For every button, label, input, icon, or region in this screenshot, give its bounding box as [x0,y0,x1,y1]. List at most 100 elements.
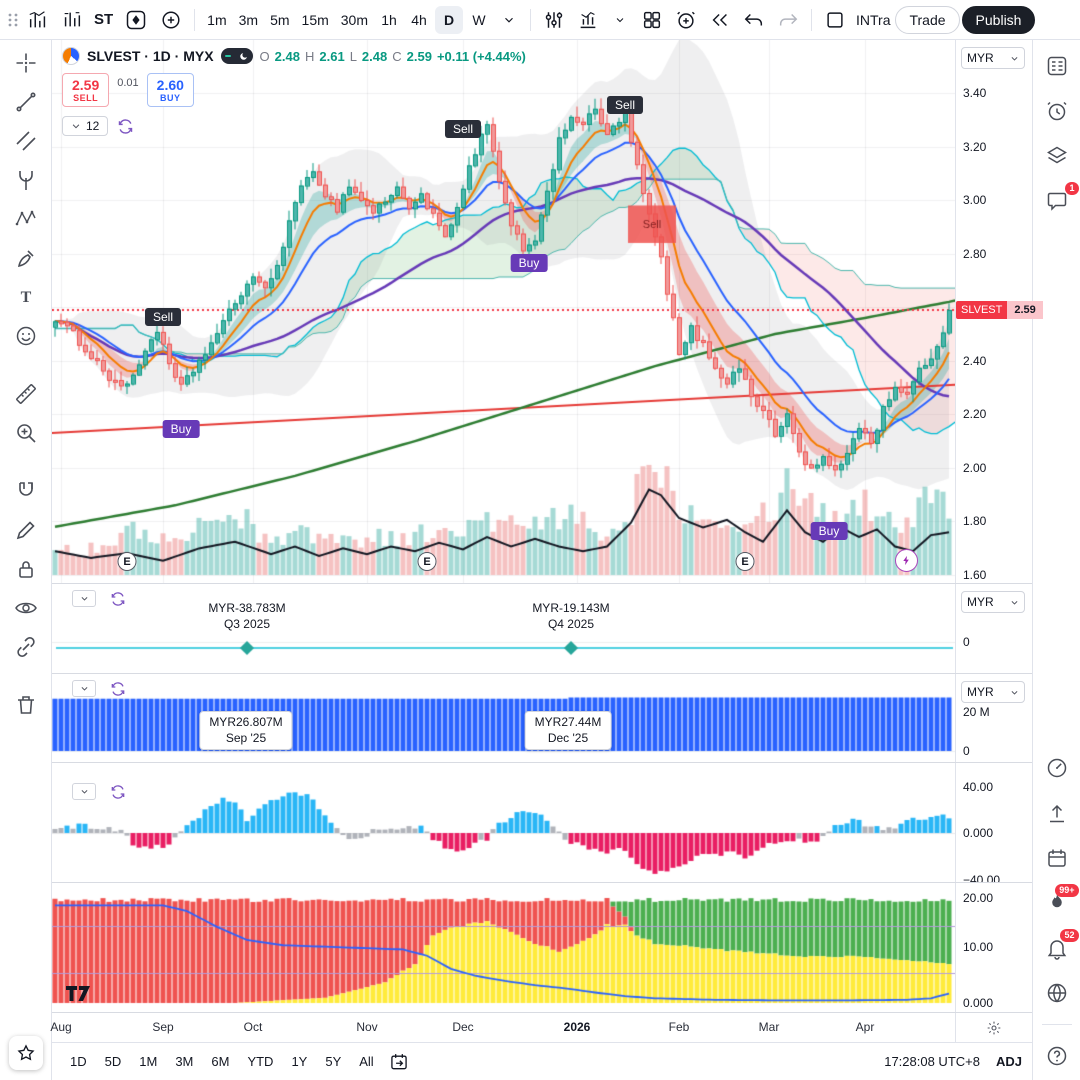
price-tick: 3.40 [963,86,987,100]
currency-select-b[interactable]: MYR [961,681,1025,703]
interval-4h[interactable]: 4h [411,11,427,28]
emoji-tool[interactable] [11,322,41,350]
oscillator-plot[interactable] [52,763,955,882]
refresh-icon[interactable] [117,118,134,135]
clock-timezone[interactable]: 17:28:08 UTC+8 [884,1054,980,1069]
time-axis[interactable]: Aug Sep Oct Nov Dec 2026 Feb Mar Apr [50,1012,1032,1042]
indicators-caret[interactable] [606,6,634,34]
last-price-tag: SLVEST 2.59 [956,300,1043,319]
sell-quote-button[interactable]: 2.59 SELL [62,73,110,108]
range-3M[interactable]: 3M [175,1054,194,1069]
range-1D[interactable]: 1D [70,1054,87,1069]
trendline-tool[interactable] [11,88,41,116]
favorites-star-button[interactable] [9,1036,43,1070]
range-5Y[interactable]: 5Y [325,1054,342,1069]
watchlist-flag-icon[interactable] [119,6,153,34]
measure-tool[interactable] [11,380,41,408]
sync-link-tool[interactable] [11,633,41,661]
notifications-bell-icon[interactable]: 52 [1042,929,1079,962]
theme-toggle[interactable] [220,48,253,64]
mini-chart-icon-1[interactable] [22,6,54,34]
panel-a-refresh-icon[interactable] [110,591,126,607]
community-globe-icon[interactable] [1042,979,1072,1007]
currency-select-main[interactable]: MYR [961,47,1025,69]
interval-1m[interactable]: 1m [207,11,227,28]
range-YTD[interactable]: YTD [247,1054,274,1069]
legend-title[interactable]: SLVEST · 1D · MYX [87,48,214,64]
main-plot[interactable]: Sell Buy Sell Buy Sell Buy E E E SLVEST · 1D · M… [52,40,955,583]
compare-add-icon[interactable] [155,6,187,34]
range-6M[interactable]: 6M [211,1054,230,1069]
publish-idea-icon[interactable] [1042,799,1072,827]
panel-square-icon[interactable] [819,6,851,34]
parallel-channel-tool[interactable] [11,127,41,155]
range-5D[interactable]: 5D [104,1054,122,1069]
edit-tool[interactable] [11,516,41,544]
revenue-plot[interactable]: MYR26.807M Sep '25 MYR27.44M Dec '25 [52,674,955,762]
panel-b-collapse-caret[interactable] [72,680,96,697]
interval-30m[interactable]: 30m [340,11,368,28]
pattern-tool[interactable] [11,205,41,233]
bolt-circle-icon[interactable] [895,549,918,572]
interval-15m[interactable]: 15m [301,11,329,28]
panel-a-collapse-caret[interactable] [72,590,96,607]
ma-length-dropdown[interactable]: 12 [62,116,109,137]
chat-icon[interactable]: 1 [1042,182,1079,215]
streams-fire-icon[interactable]: 99+ [1042,884,1079,917]
indicators-icon[interactable] [572,6,604,34]
crosshair-tool[interactable] [11,49,41,77]
text-tool[interactable]: T [11,283,41,311]
interval-W[interactable]: W [472,11,486,28]
help-icon[interactable] [1042,1042,1072,1070]
hide-drawings-eye-tool[interactable] [11,594,41,622]
magnet-tool[interactable] [11,477,41,505]
panel-b-scale[interactable]: MYR 20 M 0 [955,674,1032,762]
interval-3m[interactable]: 3m [238,11,259,28]
tradingview-logo[interactable] [66,985,100,1002]
panel-b-refresh-icon[interactable] [110,681,126,697]
drag-handle-icon[interactable] [6,11,20,29]
interval-dropdown-caret[interactable] [495,6,523,34]
gauge-icon[interactable] [1042,754,1072,782]
go-to-date-icon[interactable] [384,1048,414,1076]
remove-drawings-trash-tool[interactable] [11,691,41,719]
range-1Y[interactable]: 1Y [291,1054,308,1069]
panel-c-refresh-icon[interactable] [110,784,126,800]
calendar-icon[interactable] [1042,844,1072,872]
redo-icon[interactable] [772,6,804,34]
interval-1h[interactable]: 1h [381,11,397,28]
buy-quote-button[interactable]: 2.60 BUY [146,73,194,108]
price-chart-canvas[interactable] [52,40,955,583]
watchlist-icon[interactable] [1042,52,1072,80]
financials-plot[interactable]: MYR-38.783M Q3 2025 MYR-19.143M Q4 2025 [52,584,955,673]
panel-d-scale[interactable]: 20.00 10.00 0.000 [955,883,1032,1012]
range-All[interactable]: All [359,1054,374,1069]
pitchfork-tool[interactable] [11,166,41,194]
adjusted-toggle[interactable]: ADJ [995,1054,1022,1069]
currency-select-a[interactable]: MYR [961,591,1025,613]
intraday-label[interactable]: INTra [856,11,891,28]
range-1M[interactable]: 1M [139,1054,158,1069]
interval-5m[interactable]: 5m [270,11,290,28]
trade-button[interactable]: Trade [895,5,960,34]
layout-grid-icon[interactable] [636,6,668,34]
alerts-clock-icon[interactable] [1042,97,1072,125]
panel-c-collapse-caret[interactable] [72,783,96,800]
mini-chart-icon-2[interactable] [56,6,88,34]
lock-tool[interactable] [11,555,41,583]
panel-a-scale[interactable]: MYR 0 [955,584,1032,673]
symbol-search[interactable]: ST [94,11,114,28]
publish-button[interactable]: Publish [961,5,1036,34]
trend-strength-plot[interactable] [52,883,955,1012]
interval-D[interactable]: D [435,5,463,34]
brush-tool[interactable] [11,244,41,272]
alert-plus-icon[interactable] [670,6,702,34]
undo-icon[interactable] [738,6,770,34]
chart-type-icon[interactable] [538,6,570,34]
panel-c-scale[interactable]: 40.00 0.000 −40.00 [955,763,1032,887]
time-axis-settings-icon[interactable] [986,1020,1002,1036]
zoom-tool[interactable] [11,419,41,447]
replay-icon[interactable] [704,6,736,34]
object-tree-layers-icon[interactable] [1042,142,1072,170]
